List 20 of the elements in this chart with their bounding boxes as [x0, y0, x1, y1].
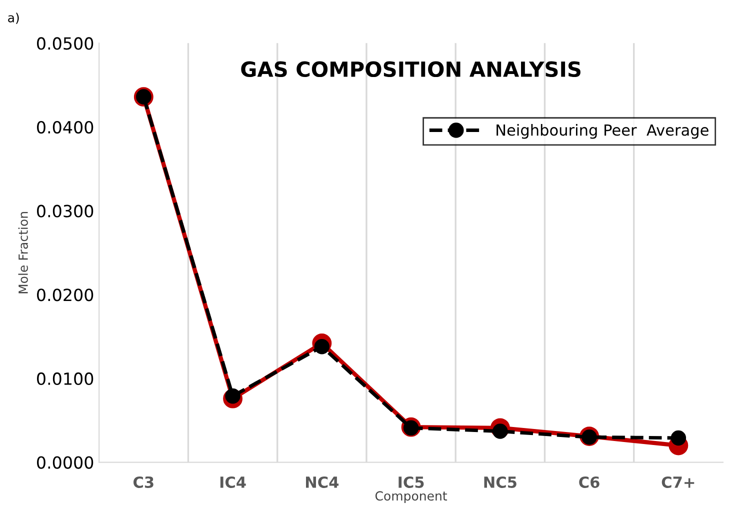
point: [670, 430, 686, 446]
legend-label: Neighbouring Peer Average: [496, 124, 708, 139]
x-tick-label: C7+: [662, 476, 694, 488]
x-tick-label: IC4: [220, 476, 246, 488]
x-tick-label: C6: [579, 476, 600, 488]
y-tick-label: 0.0400: [37, 120, 94, 134]
x-axis-title: Component: [375, 491, 448, 504]
x-tick-label: IC5: [398, 476, 424, 488]
y-tick-label: 0.0500: [37, 37, 94, 50]
x-tick-label: NC5: [484, 476, 516, 488]
x-tick-label: C3: [133, 476, 154, 488]
y-tick-label: 0.0000: [37, 456, 94, 469]
y-tick-label: 0.0300: [37, 204, 94, 218]
y-tick-label: 0.0100: [37, 372, 94, 386]
y-tick-label: 0.0200: [37, 288, 94, 302]
text: GAS COMPOSITION ANALYSIS: [241, 61, 580, 78]
y-axis-title: Mole Fraction: [18, 212, 28, 294]
text: a): [8, 12, 19, 24]
point: [314, 338, 330, 354]
x-tick-label: NC4: [306, 476, 339, 488]
